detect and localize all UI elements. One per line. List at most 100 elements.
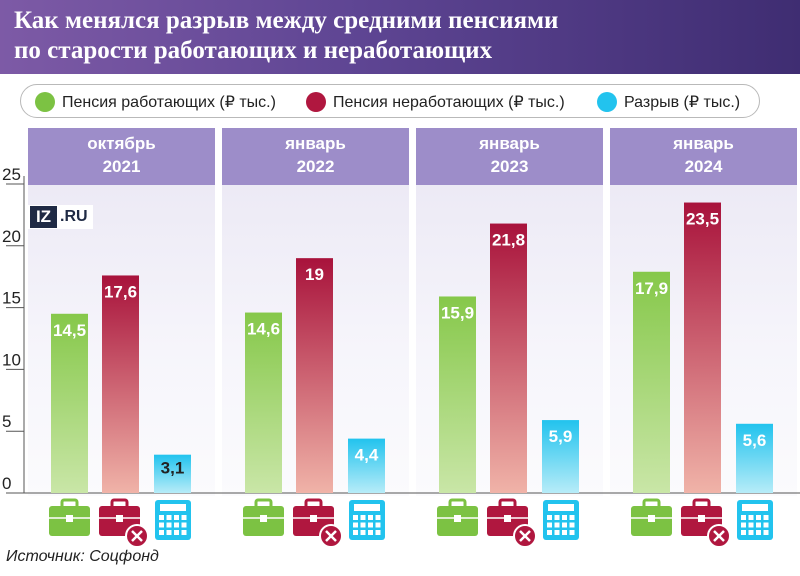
calculator-key — [174, 515, 179, 520]
calculator-key — [159, 522, 164, 528]
source-note: Источник: Соцфонд — [6, 548, 159, 565]
data-label: 14,6 — [247, 320, 280, 339]
calculator-key — [368, 530, 373, 535]
calculator-key — [554, 522, 560, 528]
data-label: 5,9 — [549, 427, 573, 446]
calculator-key — [562, 522, 567, 528]
calculator-key — [159, 530, 164, 535]
calculator-key — [375, 522, 381, 528]
panel-header: октябрь 2021 — [28, 128, 215, 185]
panel-header-year: 2022 — [296, 157, 335, 176]
briefcase-crossed-lock — [116, 515, 123, 522]
calculator-key — [353, 530, 358, 535]
cross-stroke — [519, 530, 531, 542]
calculator-key — [547, 530, 552, 535]
bar-working — [245, 312, 282, 493]
logo-iz: IZ — [30, 206, 57, 228]
logo-ru: .RU — [60, 208, 88, 225]
data-label: 17,9 — [635, 279, 668, 298]
data-label: 23,5 — [686, 210, 719, 229]
bar-working — [633, 271, 670, 493]
calculator-display — [742, 504, 768, 511]
data-label: 14,5 — [53, 321, 86, 340]
panel-header: январь 2023 — [416, 128, 603, 185]
calculator-key — [174, 522, 179, 528]
calculator-key — [569, 530, 575, 535]
title-bar: Как менялся разрыв между средними пенсия… — [0, 0, 800, 74]
bar-gap — [154, 454, 191, 493]
briefcase-handle — [448, 498, 467, 510]
bar-working — [51, 313, 88, 493]
legend-item-working: Пенсия работающих (₽ тыс.) — [35, 85, 276, 119]
legend-swatch-nonworking — [306, 92, 326, 112]
bar-gap — [542, 420, 579, 493]
legend-swatch-working — [35, 92, 55, 112]
briefcase-handle — [60, 498, 79, 510]
bar-gap — [736, 423, 773, 493]
panel-header-month: январь — [479, 134, 540, 153]
briefcase-crossed-lock — [698, 515, 705, 522]
briefcase-crossed-handle — [110, 498, 129, 510]
calculator-key — [360, 522, 366, 528]
panel-header-month: январь — [285, 134, 346, 153]
calculator-key — [569, 522, 575, 528]
calculator-key — [763, 522, 769, 528]
briefcase-crossed-handle — [304, 498, 323, 510]
panel-header: январь 2024 — [610, 128, 797, 185]
calculator-key — [554, 515, 560, 520]
bar-working — [439, 296, 476, 493]
calculator-key — [741, 515, 746, 520]
calculator-key — [763, 530, 769, 535]
legend-label-nonworking: Пенсия неработающих (₽ тыс.) — [333, 94, 565, 111]
data-label: 3,1 — [161, 459, 185, 478]
cross-stroke — [131, 530, 143, 542]
bar-nonworking — [296, 258, 333, 493]
briefcase-lock — [648, 515, 655, 522]
calculator-key — [181, 522, 187, 528]
chart-title-line-1: Как менялся разрыв между средними пенсия… — [14, 7, 559, 34]
calculator-key — [375, 515, 381, 520]
calculator-key — [562, 515, 567, 520]
data-label: 17,6 — [104, 282, 137, 301]
calculator-key — [360, 515, 366, 520]
calculator-key — [756, 530, 761, 535]
y-tick-label: 10 — [2, 350, 21, 369]
y-tick-label: 15 — [2, 289, 21, 308]
data-label: 5,6 — [743, 431, 767, 450]
calculator-key — [562, 530, 567, 535]
calculator-key — [181, 530, 187, 535]
legend-label-working: Пенсия работающих (₽ тыс.) — [62, 94, 276, 111]
calculator-key — [741, 530, 746, 535]
calculator-key — [547, 522, 552, 528]
legend-item-nonworking: Пенсия неработающих (₽ тыс.) — [306, 85, 565, 119]
briefcase-crossed-handle — [692, 498, 711, 510]
calculator-key — [741, 522, 746, 528]
calculator-key — [375, 530, 381, 535]
y-tick-label: 20 — [2, 227, 21, 246]
data-label: 4,4 — [355, 446, 379, 465]
calculator-key — [353, 515, 358, 520]
briefcase-handle — [254, 498, 273, 510]
legend-label-gap: Разрыв (₽ тыс.) — [624, 94, 741, 111]
calculator-display — [354, 504, 380, 511]
data-label: 21,8 — [492, 231, 525, 250]
calculator-key — [748, 522, 754, 528]
calculator-display — [548, 504, 574, 511]
calculator-key — [569, 515, 575, 520]
data-label: 15,9 — [441, 303, 474, 322]
panel-header-year: 2024 — [684, 157, 723, 176]
legend-swatch-gap — [597, 92, 617, 112]
bar-nonworking — [684, 202, 721, 494]
cross-stroke — [713, 530, 725, 542]
briefcase-lock — [260, 515, 267, 522]
calculator-display — [160, 504, 186, 511]
calculator-key — [166, 530, 172, 535]
panel-header: январь 2022 — [222, 128, 409, 185]
calculator-key — [756, 515, 761, 520]
bar-nonworking — [102, 275, 139, 493]
izru-logo: IZ .RU — [27, 205, 93, 229]
briefcase-crossed-lock — [310, 515, 317, 522]
calculator-key — [554, 530, 560, 535]
calculator-key — [368, 522, 373, 528]
